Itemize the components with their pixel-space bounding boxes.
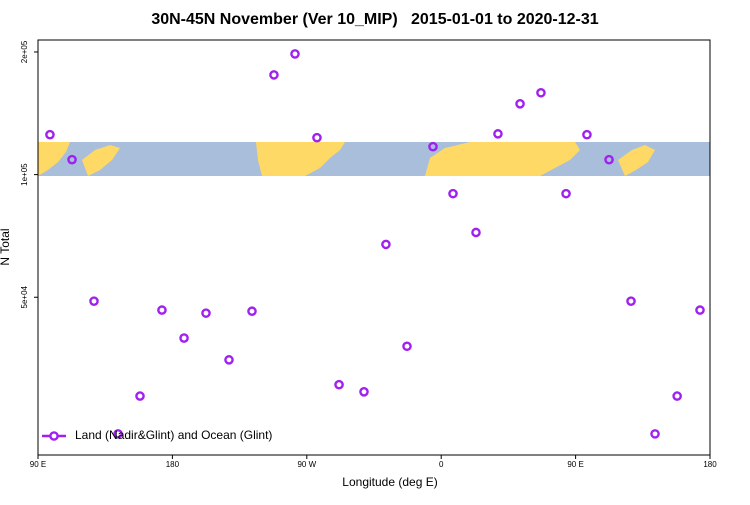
plot-frame	[37, 39, 711, 456]
data-point	[493, 129, 503, 139]
data-point	[179, 333, 189, 343]
y-tick-label: 2e+05	[20, 40, 29, 63]
y-axis-label: N Total	[0, 228, 12, 265]
x-tick-label: 180	[703, 460, 717, 469]
y-tick-label: 1e+05	[20, 163, 29, 186]
map-band	[38, 142, 710, 176]
data-point	[428, 141, 438, 152]
legend-marker	[49, 431, 59, 441]
x-tick-label: 90 E	[567, 460, 583, 469]
data-point	[135, 391, 145, 401]
data-point	[269, 70, 279, 80]
data-point	[312, 132, 322, 143]
data-point	[626, 296, 636, 306]
data-point	[113, 429, 123, 439]
data-point	[582, 129, 592, 140]
data-point	[247, 306, 257, 317]
data-point	[290, 49, 300, 59]
y-tick-label: 5e+04	[20, 285, 29, 308]
data-point	[402, 341, 412, 352]
data-point	[45, 129, 55, 140]
data-point	[67, 154, 77, 165]
x-axis-label: Longitude (deg E)	[342, 475, 437, 489]
x-tick-label: 180	[166, 460, 180, 469]
legend-label: Land (Nadir&Glint) and Ocean (Glint)	[75, 428, 272, 442]
data-point	[201, 308, 211, 318]
x-tick-label: 0	[439, 460, 444, 469]
data-point	[359, 387, 369, 397]
data-point	[536, 87, 546, 98]
x-tick-label: 90 W	[297, 460, 316, 469]
data-point	[650, 429, 660, 439]
data-point	[224, 355, 234, 365]
data-point	[515, 99, 525, 109]
data-point	[448, 188, 458, 199]
data-point	[89, 296, 99, 306]
chart-title: 30N-45N November (Ver 10_MIP) 2015-01-01…	[151, 11, 598, 28]
data-point	[695, 305, 705, 315]
x-tick-label: 90 E	[30, 460, 46, 469]
data-point	[604, 154, 614, 165]
data-point	[381, 239, 391, 250]
data-point	[334, 379, 344, 390]
data-point	[561, 188, 571, 199]
data-point	[157, 305, 167, 315]
data-point	[471, 227, 481, 238]
data-point	[672, 391, 682, 401]
